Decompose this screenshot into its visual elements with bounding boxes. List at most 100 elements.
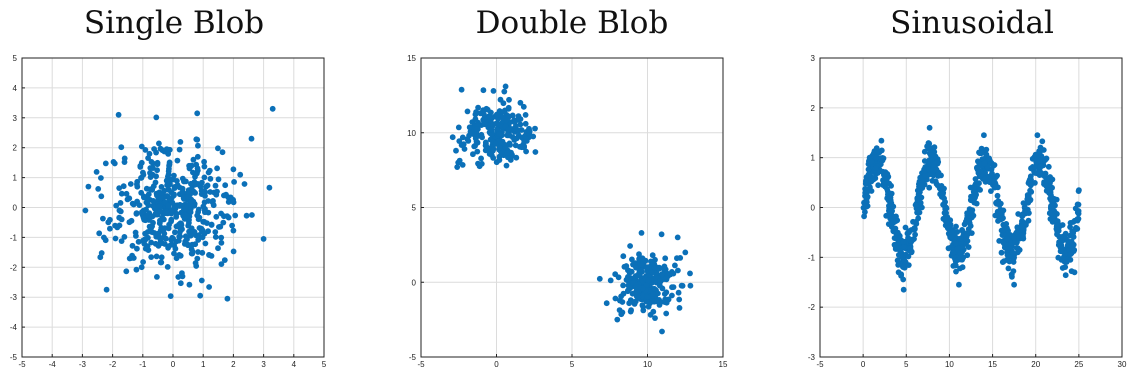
data-point [1074,201,1081,208]
data-point [166,161,173,168]
data-point [156,140,162,147]
data-point [165,202,171,209]
data-point [614,316,621,323]
data-point [169,199,176,206]
data-point [995,218,1001,224]
data-point [207,175,214,182]
data-point [997,200,1004,207]
data-point [205,198,212,204]
data-point [674,234,681,241]
data-point [154,274,160,280]
y-tick-label: 0 [811,204,816,213]
data-point [161,226,167,232]
data-point [223,191,229,198]
data-point [142,230,149,237]
data-point [881,179,887,186]
data-point [894,257,901,264]
data-point [506,132,513,139]
data-point [662,296,668,303]
data-point [661,263,668,270]
y-tick-label: -1 [10,233,18,242]
data-point [100,215,106,222]
data-point [248,135,255,142]
data-point [230,248,237,255]
data-point [489,131,495,137]
data-point [98,250,105,256]
data-point [652,315,658,321]
data-point [652,274,659,281]
data-point [900,276,907,283]
data-point [900,243,907,250]
data-point [963,240,969,247]
data-point [912,202,919,208]
data-point [172,245,179,252]
data-point [501,88,508,95]
data-point [651,264,658,271]
data-point [868,178,875,185]
data-point [96,230,103,237]
data-point [1020,200,1027,207]
data-point [218,261,225,267]
data-point [523,136,529,143]
data-point [174,157,181,164]
data-point [892,218,899,225]
data-point [118,190,125,197]
data-point [1054,231,1060,238]
data-point [177,280,184,287]
data-point [116,207,123,214]
data-point [1070,241,1077,248]
x-tick-label: 10 [643,360,652,369]
data-point [968,209,975,216]
data-point [953,268,959,275]
data-point [966,218,972,224]
data-point [1004,235,1011,242]
data-point [1071,269,1078,276]
data-point [886,203,892,209]
data-point [202,193,208,199]
data-point [184,202,191,208]
data-point [865,166,872,173]
data-point [501,108,507,115]
data-point [625,275,632,282]
data-point [156,220,163,227]
data-point [176,146,183,153]
data-point [164,264,171,270]
data-point [105,219,112,226]
data-point [862,203,869,210]
data-point [1074,225,1081,232]
data-point [179,188,186,195]
data-point [522,112,529,118]
data-point [882,169,889,176]
data-point [478,155,484,162]
data-point [950,263,957,269]
data-point [1062,264,1069,270]
data-point [1007,242,1014,249]
data-point [217,223,224,230]
data-point [675,267,681,274]
data-point [148,239,155,246]
chart-title: Sinusoidal [890,5,1054,41]
data-point [1021,204,1028,211]
data-point [968,230,975,237]
data-point [972,194,978,201]
data-point [186,281,193,288]
data-point [978,145,985,152]
data-point [619,299,626,305]
data-point [662,255,669,262]
data-point [138,143,145,150]
data-point [638,267,645,274]
x-tick-label: -5 [417,360,425,369]
data-point [121,234,128,240]
y-tick-label: 4 [13,84,18,93]
data-point [229,222,236,229]
data-point [188,250,195,257]
data-point [915,191,922,198]
data-point [115,111,122,118]
data-point [225,199,232,205]
data-point [172,229,178,236]
data-point [200,203,207,210]
data-point [992,212,999,219]
data-point [171,250,177,257]
data-point [656,302,663,308]
data-point [672,262,678,269]
